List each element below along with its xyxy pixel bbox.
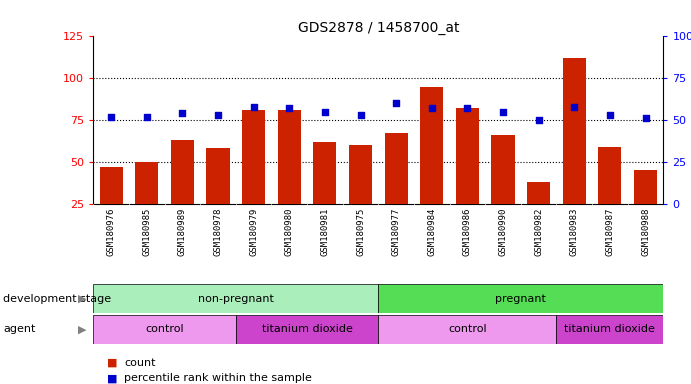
Point — [177, 110, 188, 116]
Text: count: count — [124, 358, 156, 368]
Point — [319, 109, 330, 115]
Text: GSM180979: GSM180979 — [249, 207, 258, 256]
Bar — [242, 110, 265, 204]
Point — [106, 114, 117, 120]
Text: GSM180981: GSM180981 — [321, 207, 330, 256]
Bar — [379, 284, 663, 313]
Bar — [491, 135, 515, 204]
Text: GSM180978: GSM180978 — [214, 207, 223, 256]
Text: control: control — [448, 324, 486, 334]
Text: non-pregnant: non-pregnant — [198, 293, 274, 304]
Point — [284, 105, 295, 111]
Text: titanium dioxide: titanium dioxide — [262, 324, 352, 334]
Text: percentile rank within the sample: percentile rank within the sample — [124, 373, 312, 383]
Bar — [207, 148, 229, 204]
Text: GSM180977: GSM180977 — [392, 207, 401, 256]
Text: GSM180990: GSM180990 — [498, 207, 507, 256]
Text: GSM180987: GSM180987 — [605, 207, 614, 256]
Bar — [100, 167, 123, 204]
Bar — [379, 315, 556, 344]
Text: GSM180985: GSM180985 — [142, 207, 151, 256]
Bar — [385, 133, 408, 204]
Bar — [278, 110, 301, 204]
Bar — [420, 87, 444, 204]
Bar — [456, 108, 479, 204]
Bar — [171, 140, 194, 204]
Text: agent: agent — [3, 324, 36, 334]
Bar — [93, 315, 236, 344]
Point — [390, 100, 401, 106]
Text: titanium dioxide: titanium dioxide — [565, 324, 655, 334]
Bar — [556, 315, 663, 344]
Bar — [313, 142, 337, 204]
Point — [248, 104, 259, 110]
Text: GSM180975: GSM180975 — [356, 207, 365, 256]
Point — [462, 105, 473, 111]
Text: GSM180982: GSM180982 — [534, 207, 543, 256]
Bar — [135, 162, 158, 204]
Bar — [349, 145, 372, 204]
Text: ▶: ▶ — [78, 324, 86, 334]
Point — [426, 105, 437, 111]
Point — [605, 112, 616, 118]
Text: ■: ■ — [107, 358, 117, 368]
Text: GSM180988: GSM180988 — [641, 207, 650, 256]
Bar — [236, 315, 379, 344]
Point — [498, 109, 509, 115]
Text: ▶: ▶ — [78, 293, 86, 304]
Point — [141, 114, 152, 120]
Text: pregnant: pregnant — [495, 293, 547, 304]
Bar — [634, 170, 657, 204]
Title: GDS2878 / 1458700_at: GDS2878 / 1458700_at — [298, 22, 459, 35]
Point — [569, 104, 580, 110]
Point — [640, 115, 651, 121]
Text: control: control — [145, 324, 184, 334]
Bar — [527, 182, 550, 204]
Bar — [598, 147, 621, 204]
Text: GSM180980: GSM180980 — [285, 207, 294, 256]
Bar — [562, 58, 586, 204]
Point — [355, 112, 366, 118]
Text: GSM180984: GSM180984 — [427, 207, 436, 256]
Text: ■: ■ — [107, 373, 117, 383]
Text: GSM180989: GSM180989 — [178, 207, 187, 256]
Point — [533, 117, 545, 123]
Text: GSM180976: GSM180976 — [106, 207, 115, 256]
Text: GSM180986: GSM180986 — [463, 207, 472, 256]
Text: development stage: development stage — [3, 293, 111, 304]
Text: GSM180983: GSM180983 — [570, 207, 579, 256]
Bar — [93, 284, 379, 313]
Point — [212, 112, 223, 118]
